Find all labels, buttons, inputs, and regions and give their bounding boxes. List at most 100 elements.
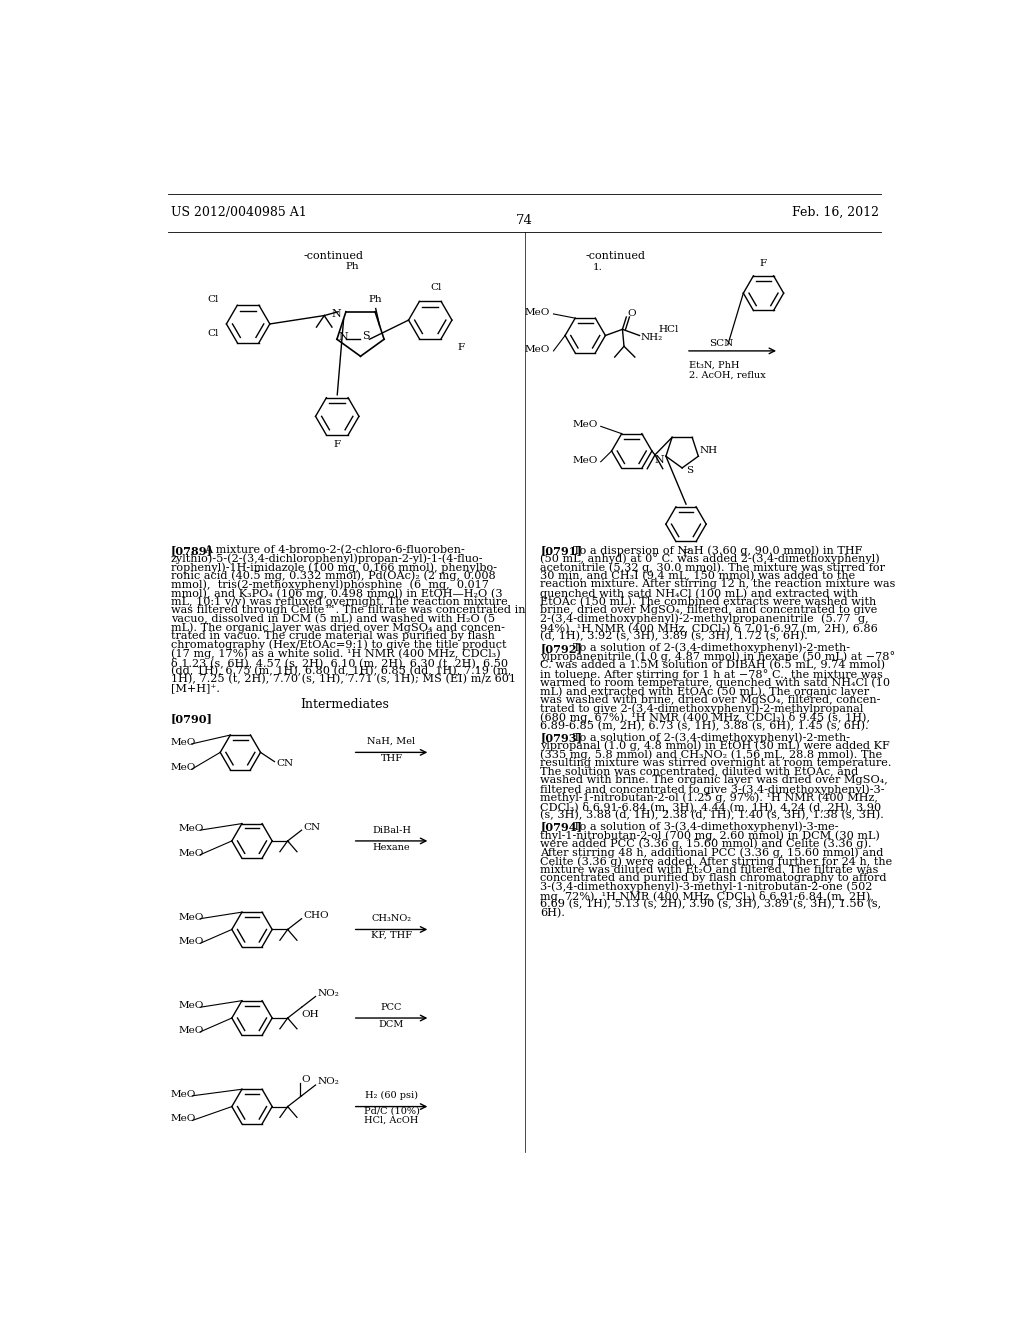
Text: was filtered through Celite™. The filtrate was concentrated in: was filtered through Celite™. The filtra… [171,606,525,615]
Text: 74: 74 [516,214,534,227]
Text: To a dispersion of NaH (3.60 g, 90.0 mmol) in THF: To a dispersion of NaH (3.60 g, 90.0 mmo… [572,545,862,556]
Text: mg, 72%). ¹H NMR (400 MHz, CDCl₃) δ 6.91-6.84 (m, 2H),: mg, 72%). ¹H NMR (400 MHz, CDCl₃) δ 6.91… [541,891,874,902]
Text: MeO: MeO [171,738,196,747]
Text: concentrated and purified by flash chromatography to afford: concentrated and purified by flash chrom… [541,874,887,883]
Text: C. was added a 1.5M solution of DIBAH (6.5 mL, 9.74 mmol): C. was added a 1.5M solution of DIBAH (6… [541,660,886,671]
Text: MeO: MeO [525,345,550,354]
Text: methyl-1-nitrobutan-2-ol (1.25 g, 97%). ¹H NMR (400 MHz,: methyl-1-nitrobutan-2-ol (1.25 g, 97%). … [541,792,879,803]
Text: (335 mg, 5.8 mmol) and CH₃NO₂ (1.56 mL, 28.8 mmol). The: (335 mg, 5.8 mmol) and CH₃NO₂ (1.56 mL, … [541,750,883,760]
Text: Cl: Cl [208,294,219,304]
Text: were added PCC (3.36 g, 15.60 mmol) and Celite (3.36 g).: were added PCC (3.36 g, 15.60 mmol) and … [541,838,871,849]
Text: (680 mg, 67%). ¹H NMR (400 MHz, CDCl₃) δ 9.45 (s, 1H),: (680 mg, 67%). ¹H NMR (400 MHz, CDCl₃) δ… [541,711,870,723]
Text: NO₂: NO₂ [317,1077,339,1086]
Text: F: F [760,260,767,268]
Text: US 2012/0040985 A1: US 2012/0040985 A1 [171,206,306,219]
Text: H₂ (60 psi): H₂ (60 psi) [365,1092,418,1101]
Text: rophenyl)-1H-imidazole (100 mg, 0.166 mmol), phenylbo-: rophenyl)-1H-imidazole (100 mg, 0.166 mm… [171,562,497,573]
Text: F: F [334,440,341,449]
Text: zylthio)-5-(2-(3,4-dichlorophenyl)propan-2-yl)-1-(4-fluo-: zylthio)-5-(2-(3,4-dichlorophenyl)propan… [171,553,483,564]
Text: chromatography (Hex/EtOAc=9:1) to give the title product: chromatography (Hex/EtOAc=9:1) to give t… [171,640,506,651]
Text: EtOAc (150 mL). The combined extracts were washed with: EtOAc (150 mL). The combined extracts we… [541,597,877,607]
Text: Celite (3.36 g) were added. After stirring further for 24 h, the: Celite (3.36 g) were added. After stirri… [541,855,893,867]
Text: 1.: 1. [593,263,603,272]
Text: (50 mL, anhyd) at 0° C. was added 2-(3,4-dimethoxyphenyl): (50 mL, anhyd) at 0° C. was added 2-(3,4… [541,553,880,565]
Text: NH₂: NH₂ [640,333,663,342]
Text: MeO: MeO [171,763,196,772]
Text: mL, 10:1 v/v) was refluxed overnight. The reaction mixture: mL, 10:1 v/v) was refluxed overnight. Th… [171,597,507,607]
Text: MeO: MeO [572,455,598,465]
Text: N: N [339,331,348,342]
Text: PCC: PCC [381,1003,402,1011]
Text: The solution was concentrated, diluted with EtOAc, and: The solution was concentrated, diluted w… [541,767,858,776]
Text: A mixture of 4-bromo-2-(2-chloro-6-fluoroben-: A mixture of 4-bromo-2-(2-chloro-6-fluor… [204,545,465,556]
Text: mL) and extracted with EtOAc (50 mL). The organic layer: mL) and extracted with EtOAc (50 mL). Th… [541,686,869,697]
Text: CHO: CHO [303,911,329,920]
Text: [0794]: [0794] [541,821,583,833]
Text: S: S [686,466,693,475]
Text: mmol),  tris(2-methoxyphenyl)phosphine  (6  mg,  0.017: mmol), tris(2-methoxyphenyl)phosphine (6… [171,579,488,590]
Text: mmol), and K₃PO₄ (106 mg, 0.498 mmol) in EtOH—H₂O (3: mmol), and K₃PO₄ (106 mg, 0.498 mmol) in… [171,589,502,599]
Text: HCl: HCl [658,325,679,334]
Text: mL). The organic layer was dried over MgSO₄ and concen-: mL). The organic layer was dried over Mg… [171,623,505,634]
Text: DCM: DCM [379,1019,404,1028]
Text: Pd/C (10%): Pd/C (10%) [364,1106,420,1115]
Text: warmed to room temperature, quenched with satd NH₄Cl (10: warmed to room temperature, quenched wit… [541,677,890,688]
Text: brine, dried over MgSO₄, filtered, and concentrated to give: brine, dried over MgSO₄, filtered, and c… [541,606,878,615]
Text: mixture was diluted with Et₂O and filtered. The filtrate was: mixture was diluted with Et₂O and filter… [541,865,879,875]
Text: Ph: Ph [369,294,383,304]
Text: 2-(3,4-dimethoxyphenyl)-2-methylpropanenitrile  (5.77  g,: 2-(3,4-dimethoxyphenyl)-2-methylpropanen… [541,614,869,624]
Text: OH: OH [302,1010,319,1019]
Text: MeO: MeO [171,1114,196,1123]
Text: δ 1.23 (s, 6H), 4.57 (s, 2H), 6.10 (m, 2H), 6.30 (t, 2H), 6.50: δ 1.23 (s, 6H), 4.57 (s, 2H), 6.10 (m, 2… [171,657,508,668]
Text: [0791]: [0791] [541,545,583,556]
Text: trated in vacuo. The crude material was purified by flash: trated in vacuo. The crude material was … [171,631,495,642]
Text: washed with brine. The organic layer was dried over MgSO₄,: washed with brine. The organic layer was… [541,775,888,785]
Text: Feb. 16, 2012: Feb. 16, 2012 [792,206,879,219]
Text: 6.69 (s, 1H), 5.13 (s, 2H), 3.90 (s, 3H), 3.89 (s, 3H), 1.56 (s,: 6.69 (s, 1H), 5.13 (s, 2H), 3.90 (s, 3H)… [541,899,882,909]
Text: 94%). ¹H NMR (400 MHz, CDCl₃) δ 7.01-6.97 (m, 2H), 6.86: 94%). ¹H NMR (400 MHz, CDCl₃) δ 7.01-6.9… [541,623,878,634]
Text: Cl: Cl [208,329,219,338]
Text: NH: NH [699,446,718,454]
Text: Intermediates: Intermediates [301,698,389,710]
Text: MeO: MeO [178,849,204,858]
Text: N: N [654,455,665,465]
Text: 2. AcOH, reflux: 2. AcOH, reflux [689,371,766,380]
Text: To a solution of 2-(3,4-dimethoxyphenyl)-2-meth-: To a solution of 2-(3,4-dimethoxyphenyl)… [572,643,850,653]
Text: MeO: MeO [525,308,550,317]
Text: THF: THF [381,754,402,763]
Text: CN: CN [303,822,321,832]
Text: [0792]: [0792] [541,643,583,653]
Text: HCl, AcOH: HCl, AcOH [365,1115,419,1125]
Text: in toluene. After stirring for 1 h at −78° C., the mixture was: in toluene. After stirring for 1 h at −7… [541,669,883,680]
Text: DiBal-H: DiBal-H [372,825,411,834]
Text: was washed with brine, dried over MgSO₄, filtered, concen-: was washed with brine, dried over MgSO₄,… [541,694,881,705]
Text: O: O [302,1074,310,1084]
Text: O: O [627,309,636,318]
Text: -continued: -continued [586,251,645,261]
Text: Ph: Ph [346,261,359,271]
Text: Et₃N, PhH: Et₃N, PhH [689,360,739,370]
Text: thyl-1-nitrobutan-2-ol (700 mg, 2.60 mmol) in DCM (30 mL): thyl-1-nitrobutan-2-ol (700 mg, 2.60 mmo… [541,830,881,841]
Text: [0789]: [0789] [171,545,213,556]
Text: NO₂: NO₂ [317,989,339,998]
Text: Hexane: Hexane [373,842,411,851]
Text: (d, 1H), 3.92 (s, 3H), 3.89 (s, 3H), 1.72 (s, 6H).: (d, 1H), 3.92 (s, 3H), 3.89 (s, 3H), 1.7… [541,631,808,642]
Text: vacuo, dissolved in DCM (5 mL) and washed with H₂O (5: vacuo, dissolved in DCM (5 mL) and washe… [171,614,495,624]
Text: 6H).: 6H). [541,908,565,919]
Text: filtered and concentrated to give 3-(3,4-dimethoxyphenyl)-3-: filtered and concentrated to give 3-(3,4… [541,784,885,795]
Text: -continued: -continued [303,251,364,261]
Text: KF, THF: KF, THF [371,931,412,940]
Text: CN: CN [276,759,293,768]
Text: NaH, Mel: NaH, Mel [368,737,416,746]
Text: CDCl₃) δ 6.91-6.84 (m, 3H), 4.44 (m, 1H), 4.24 (d, 2H), 3.90: CDCl₃) δ 6.91-6.84 (m, 3H), 4.44 (m, 1H)… [541,801,882,812]
Text: MeO: MeO [178,824,204,833]
Text: [0790]: [0790] [171,713,213,725]
Text: MeO: MeO [178,937,204,946]
Text: 6.89-6.85 (m, 2H), 6.73 (s, 1H), 3.88 (s, 6H), 1.45 (s, 6H).: 6.89-6.85 (m, 2H), 6.73 (s, 1H), 3.88 (s… [541,721,869,731]
Text: Cl: Cl [431,284,442,292]
Text: ronic acid (40.5 mg, 0.332 mmol), Pd(OAc)₂ (2 mg, 0.008: ronic acid (40.5 mg, 0.332 mmol), Pd(OAc… [171,570,496,581]
Text: MeO: MeO [178,1001,204,1010]
Text: MeO: MeO [171,1090,196,1098]
Text: (17 mg, 17%) as a white solid. ¹H NMR (400 MHz, CDCl₃): (17 mg, 17%) as a white solid. ¹H NMR (4… [171,648,501,659]
Text: ylpropanenitrile (1.0 g, 4.87 mmol) in hexane (50 mL) at −78°: ylpropanenitrile (1.0 g, 4.87 mmol) in h… [541,652,896,663]
